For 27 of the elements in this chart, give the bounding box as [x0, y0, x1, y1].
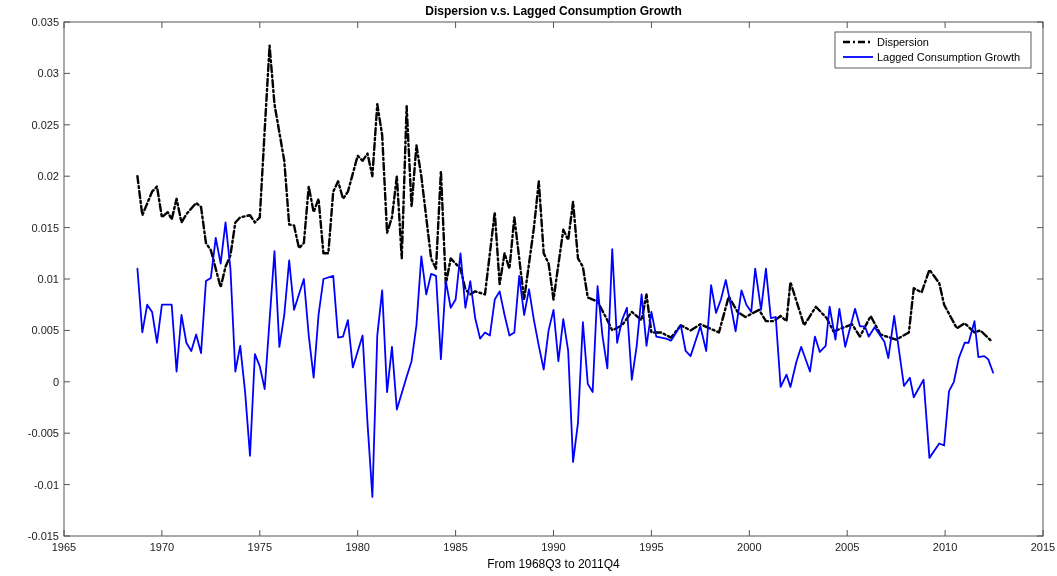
x-tick-label: 1965 — [51, 541, 77, 553]
legend-label: Dispersion — [877, 36, 929, 48]
x-tick-label: 1990 — [541, 541, 566, 553]
x-tick-label: 2000 — [737, 541, 762, 553]
x-tick-label: 1980 — [345, 541, 370, 553]
y-tick-label: -0.005 — [27, 427, 59, 440]
line-series — [136, 221, 994, 498]
chart-title: Dispersion v.s. Lagged Consumption Growth — [425, 4, 682, 18]
y-tick-label: 0.03 — [37, 67, 59, 80]
y-tick-label: -0.01 — [33, 478, 59, 491]
x-tick-label: 2005 — [834, 541, 860, 553]
x-tick-label: 1975 — [247, 541, 273, 553]
x-tick-label: 1970 — [149, 541, 175, 553]
y-tick-label: 0 — [52, 375, 59, 388]
y-tick-label: 0.015 — [31, 221, 59, 234]
x-tick-label: 1985 — [443, 541, 468, 553]
legend-label: Lagged Consumption Growth — [877, 51, 1021, 63]
y-tick-label: 0.005 — [31, 324, 59, 337]
y-tick-label: -0.015 — [27, 530, 59, 542]
x-tick-label: 2010 — [932, 541, 958, 553]
y-tick-label: 0.025 — [31, 118, 59, 131]
y-tick-label: 0.035 — [31, 16, 59, 28]
x-tick-label: 1995 — [639, 541, 664, 553]
y-tick-label: 0.01 — [37, 273, 59, 285]
x-axis-title: From 1968Q3 to 2011Q4 — [487, 557, 621, 571]
y-tick-label: 0.02 — [37, 170, 59, 183]
x-tick-label: 2015 — [1030, 541, 1056, 553]
